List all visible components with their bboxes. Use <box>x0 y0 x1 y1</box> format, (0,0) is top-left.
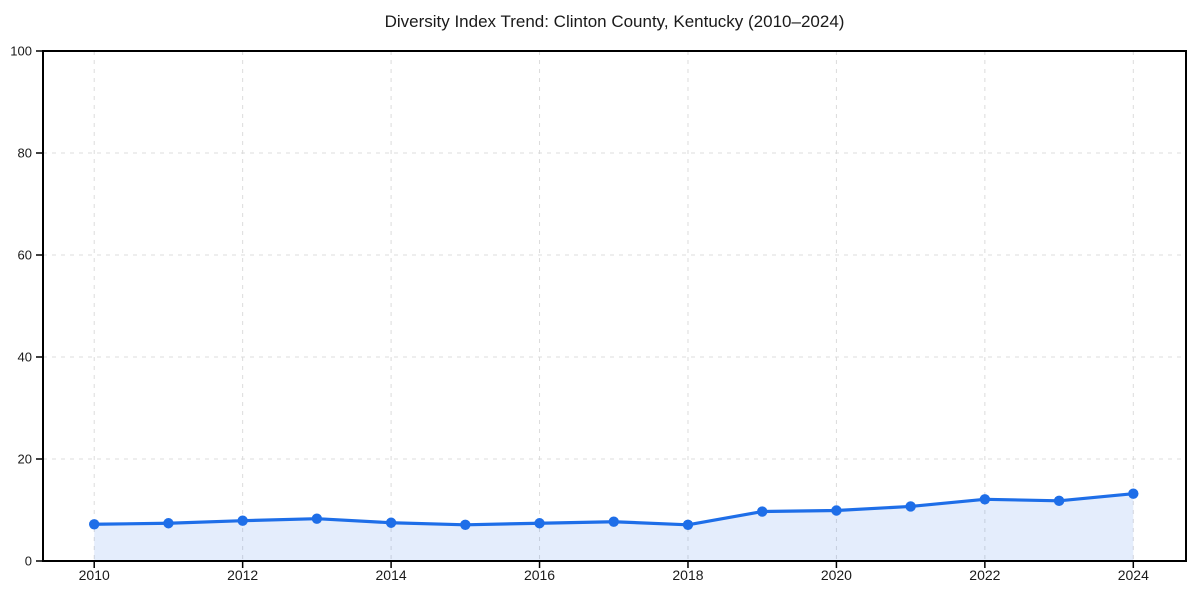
y-tick-label: 80 <box>18 146 32 161</box>
data-point-2015 <box>460 519 471 530</box>
y-tick-label: 20 <box>18 452 32 467</box>
x-tick-label: 2022 <box>969 567 1000 583</box>
y-tick-label: 0 <box>25 554 32 569</box>
x-tick-label: 2020 <box>821 567 852 583</box>
chart-title: Diversity Index Trend: Clinton County, K… <box>384 12 845 31</box>
x-tick-label: 2010 <box>79 567 110 583</box>
data-point-2017 <box>608 516 619 527</box>
y-tick-label: 100 <box>10 44 32 59</box>
data-point-2016 <box>534 518 545 529</box>
data-point-2023 <box>1053 495 1065 507</box>
data-point-2024 <box>1128 488 1139 499</box>
data-point-2018 <box>682 519 694 530</box>
data-point-2013 <box>311 513 323 524</box>
data-point-2020 <box>831 505 842 516</box>
y-tick-label: 40 <box>18 350 32 365</box>
data-point-2022 <box>979 494 991 505</box>
x-tick-label: 2012 <box>227 567 258 583</box>
x-tick-label: 2018 <box>672 567 703 583</box>
x-tick-label: 2014 <box>376 567 407 583</box>
x-tick-label: 2016 <box>524 567 555 583</box>
data-point-2012 <box>237 515 248 526</box>
data-point-2010 <box>89 519 100 530</box>
x-tick-label: 2024 <box>1118 567 1149 583</box>
data-point-2021 <box>905 501 916 512</box>
data-point-2011 <box>163 518 174 529</box>
plot-border <box>42 50 1187 562</box>
data-point-2014 <box>385 517 397 528</box>
y-tick-label: 60 <box>18 248 32 263</box>
area-fill <box>94 493 1134 561</box>
data-point-2019 <box>756 506 768 517</box>
